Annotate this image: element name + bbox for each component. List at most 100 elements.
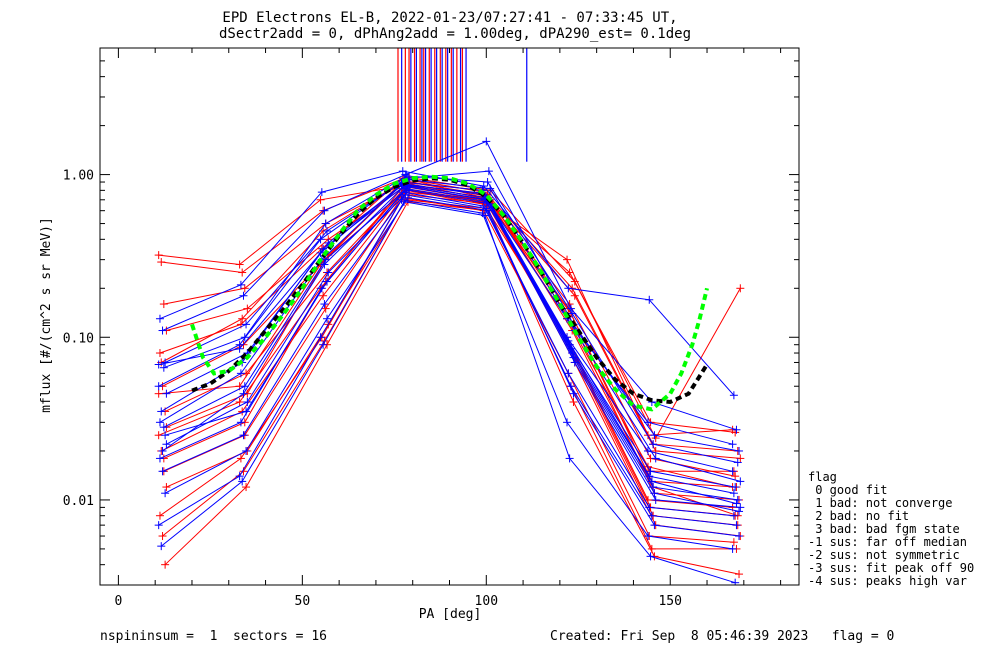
series-line-28 <box>158 199 733 550</box>
y-tick-label-1: 0.10 <box>63 331 94 346</box>
series-point-32-7 <box>729 489 738 498</box>
series-point-23-1 <box>240 382 249 391</box>
series-point-31-7 <box>736 477 745 486</box>
series-point-30-6 <box>649 440 658 449</box>
legend-item-2: 2 bad: no fit <box>808 509 909 523</box>
series-point-15-1 <box>238 314 247 323</box>
y-tick-label-0: 0.01 <box>63 494 94 509</box>
series-point-30-5 <box>568 309 577 318</box>
series-line-13 <box>164 201 740 575</box>
series-line-15 <box>161 179 736 477</box>
series-point-2-1 <box>240 284 249 293</box>
series-point-24-6 <box>651 495 660 504</box>
series-point-34-5 <box>569 353 578 362</box>
footer-created-info: Created: Fri Sep 8 05:46:39 2023 flag = … <box>550 629 894 644</box>
series-point-30-0 <box>159 363 168 372</box>
series-point-30-4 <box>483 178 492 187</box>
series-line-20 <box>164 170 740 452</box>
series-point-20-2 <box>322 227 331 236</box>
series-point-18-1 <box>236 280 245 289</box>
series-point-26-7 <box>732 521 741 530</box>
series-point-31-6 <box>651 454 660 463</box>
legend-item-1: 1 bad: not converge <box>808 496 953 510</box>
series-point-32-6 <box>645 472 654 481</box>
series-point-31-4 <box>486 184 495 193</box>
plot-area <box>154 48 745 585</box>
y-axis-label: mflux [#/(cm^2 s sr MeV)] <box>39 217 54 413</box>
series-point-0-0 <box>154 251 163 260</box>
series-point-19-1 <box>239 291 248 300</box>
series-point-17-5 <box>570 277 579 286</box>
series-point-3-7 <box>736 454 745 463</box>
series-point-35-0 <box>154 360 163 369</box>
series-point-28-0 <box>154 521 163 530</box>
series-point-2-0 <box>159 300 168 309</box>
legend-item-4: -1 sus: far off median <box>808 535 967 549</box>
series-point-22-0 <box>157 407 166 416</box>
series-point-28-5 <box>563 418 572 427</box>
series-point-25-1 <box>236 418 245 427</box>
series-line-19 <box>162 140 737 431</box>
series-point-23-0 <box>159 423 168 432</box>
series-point-21-0 <box>154 382 163 391</box>
y-tick-label-2: 1.00 <box>63 169 94 184</box>
legend-item-5: -2 sus: not symmetric <box>808 548 960 562</box>
series-point-20-6 <box>650 431 659 440</box>
series-point-34-7 <box>735 507 744 516</box>
series-point-35-7 <box>728 440 737 449</box>
series-point-11-0 <box>155 511 164 520</box>
series-point-4-0 <box>155 349 164 358</box>
series-point-25-7 <box>729 511 738 520</box>
series-line-29 <box>160 201 736 584</box>
series-point-32-0 <box>155 418 164 427</box>
series-point-33-0 <box>158 446 167 455</box>
series-point-30-1 <box>240 333 249 342</box>
series-point-29-0 <box>157 542 166 551</box>
footer-spin-info: nspininsum = 1 sectors = 16 <box>100 629 327 644</box>
series-point-20-1 <box>242 320 251 329</box>
series-point-3-6 <box>651 446 660 455</box>
series-point-25-0 <box>155 454 164 463</box>
series-point-21-7 <box>728 467 737 476</box>
series-point-30-2 <box>321 219 330 228</box>
series-point-20-4 <box>484 167 493 176</box>
chart-title-line-1: EPD Electrons EL-B, 2022-01-23/07:27:41 … <box>222 10 677 26</box>
series-line-34 <box>164 186 740 512</box>
series-point-11-1 <box>236 454 245 463</box>
series-point-27-0 <box>161 489 170 498</box>
series-point-19-0 <box>158 326 167 335</box>
series-line-30 <box>163 175 738 463</box>
series-line-24 <box>166 189 741 508</box>
series-point-18-4 <box>479 182 488 191</box>
series-point-23-7 <box>733 495 742 504</box>
series-point-7-1 <box>235 397 244 406</box>
series-point-18-5 <box>564 284 573 293</box>
series-point-8-2 <box>319 291 328 300</box>
flag-legend: flag 0 good fit 1 bad: not converge 2 ba… <box>808 470 974 588</box>
series-point-28-7 <box>728 544 737 553</box>
x-tick-label-3: 150 <box>658 594 681 609</box>
series-line-9 <box>163 189 738 526</box>
series-line-35 <box>158 183 733 445</box>
axis-ticks: 0 50 100 150 0.01 0.10 1.00 <box>63 47 799 609</box>
series-point-24-2 <box>324 268 333 277</box>
series-point-35-1 <box>235 344 244 353</box>
series-point-34-6 <box>650 489 659 498</box>
series-point-12-0 <box>158 532 167 541</box>
series-point-33-6 <box>647 477 656 486</box>
series-point-26-1 <box>239 431 248 440</box>
series-point-27-7 <box>735 532 744 541</box>
series-point-14-0 <box>154 389 163 398</box>
series-line-27 <box>164 197 740 537</box>
series-point-33-1 <box>239 389 248 398</box>
series-line-26 <box>162 194 737 526</box>
x-tick-label-0: 0 <box>114 594 122 609</box>
series-point-32-1 <box>236 369 245 378</box>
legend-item-3: 3 bad: bad fgm state <box>808 522 960 536</box>
series-point-34-1 <box>242 407 251 416</box>
series-line-23 <box>163 188 738 501</box>
series-point-29-3 <box>400 197 409 206</box>
series-point-29-1 <box>238 477 247 486</box>
series-point-29-4 <box>481 211 490 220</box>
series-line-21 <box>158 181 733 472</box>
